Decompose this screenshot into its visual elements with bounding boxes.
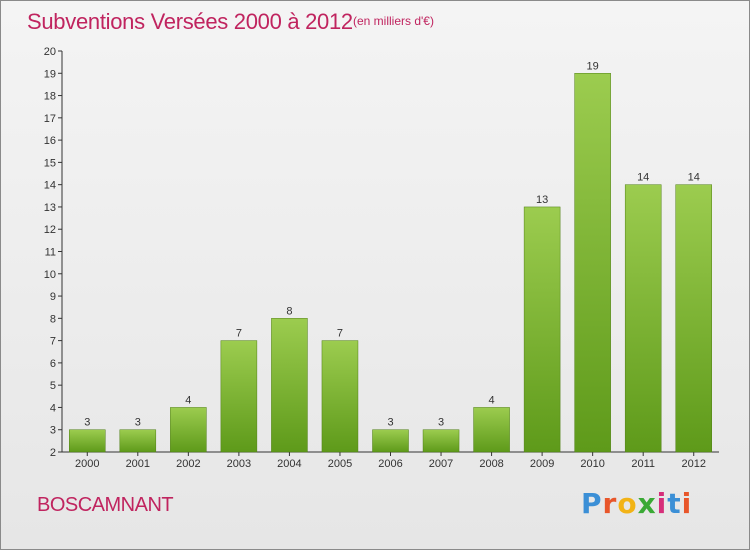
y-tick-label: 9 — [50, 291, 56, 303]
x-tick-label-2009: 2009 — [530, 458, 554, 470]
data-label-2008: 4 — [489, 394, 495, 406]
y-tick-label: 13 — [44, 202, 56, 214]
x-tick-label-2005: 2005 — [328, 458, 352, 470]
bar-2000 — [69, 429, 106, 453]
y-tick-label: 5 — [50, 380, 56, 392]
bar-2003 — [220, 340, 258, 453]
bars — [69, 73, 712, 453]
y-tick-label: 7 — [50, 336, 56, 348]
x-tick-label-2003: 2003 — [227, 458, 251, 470]
data-label-2003: 7 — [236, 328, 242, 340]
bar-2004 — [271, 318, 308, 453]
bar-2001 — [119, 429, 157, 453]
bar-2006 — [372, 429, 409, 453]
y-tick-label: 19 — [44, 68, 56, 80]
x-tick-label-2012: 2012 — [681, 458, 705, 470]
x-tick-label-2006: 2006 — [378, 458, 402, 470]
y-tick-label: 12 — [44, 224, 56, 236]
data-label-2001: 3 — [135, 417, 141, 429]
data-labels: 3 3 4 7 8 7 3 3 4 13 19 14 14 — [84, 60, 700, 428]
data-label-2007: 3 — [438, 417, 444, 429]
x-tick-labels: 2000 2001 2002 2003 2004 2005 2006 2007 2008 2009… — [75, 458, 706, 470]
bar-2009 — [523, 206, 561, 453]
data-label-2004: 8 — [286, 305, 292, 317]
y-tick-label: 11 — [45, 247, 56, 259]
x-tick-label-2000: 2000 — [75, 458, 99, 470]
axes — [58, 50, 719, 456]
y-tick-label: 6 — [50, 358, 56, 370]
data-label-2010: 19 — [587, 60, 599, 72]
y-tick-label: 15 — [44, 157, 56, 169]
bar-2005 — [321, 340, 359, 453]
commune-name: BOSCAMNANT — [37, 494, 174, 516]
proxiti-logo[interactable]: Proxiti — [581, 487, 693, 520]
bar-2011 — [624, 184, 662, 453]
y-tick-label: 18 — [44, 91, 56, 103]
bar-2012 — [675, 184, 712, 453]
y-tick-labels: 2 3 4 5 6 7 8 9 10 11 12 13 14 15 16 17 18 19 20 — [44, 46, 56, 459]
bar-2008 — [473, 407, 510, 453]
y-tick-label: 2 — [50, 447, 56, 459]
data-label-2012: 14 — [688, 172, 700, 184]
data-label-2005: 7 — [337, 328, 343, 340]
y-tick-label: 10 — [44, 269, 56, 281]
chart-subtitle: (en milliers d'€) — [353, 14, 434, 28]
y-tick-label: 16 — [44, 135, 56, 147]
x-tick-label-2001: 2001 — [126, 458, 150, 470]
x-tick-label-2008: 2008 — [479, 458, 503, 470]
y-tick-label: 14 — [44, 180, 56, 192]
data-label-2009: 13 — [536, 194, 548, 206]
data-label-2011: 14 — [637, 172, 649, 184]
x-tick-label-2002: 2002 — [176, 458, 200, 470]
y-tick-label: 3 — [50, 425, 56, 437]
data-label-2000: 3 — [84, 417, 90, 429]
bar-2007 — [422, 429, 460, 453]
y-tick-label: 4 — [50, 402, 56, 414]
x-tick-label-2004: 2004 — [277, 458, 301, 470]
y-tick-label: 8 — [50, 313, 56, 325]
chart-title: Subventions Versées 2000 à 2012 — [27, 9, 353, 34]
bar-2010 — [574, 73, 611, 453]
y-tick-label: 17 — [44, 113, 56, 125]
x-tick-label-2007: 2007 — [429, 458, 453, 470]
data-label-2006: 3 — [387, 417, 393, 429]
x-tick-label-2010: 2010 — [580, 458, 604, 470]
x-tick-label-2011: 2011 — [631, 458, 655, 470]
y-tick-label: 20 — [44, 46, 56, 58]
bar-2002 — [170, 407, 207, 453]
data-label-2002: 4 — [185, 394, 191, 406]
